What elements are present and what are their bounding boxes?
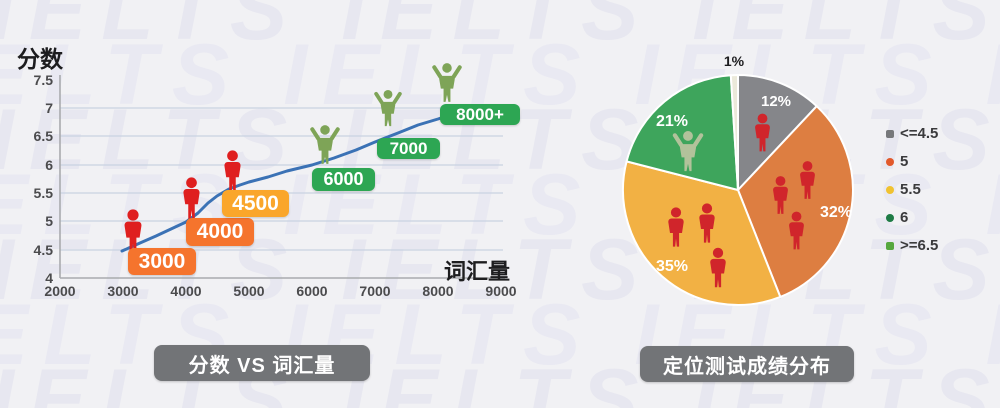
y-tick: 5 [45, 213, 53, 229]
person-icon [696, 203, 718, 243]
pie-label-35pct: 35% [655, 258, 689, 275]
person-icon [770, 175, 791, 215]
legend-item-5: 5 [886, 152, 938, 171]
legend-marker-green [886, 213, 894, 222]
legend-item-55: 5.5 [886, 180, 938, 199]
person-cheering-icon [310, 124, 340, 165]
pie-slice-gte65 [729, 73, 739, 191]
person-icon [180, 177, 203, 219]
legend-item-6: 6 [886, 208, 938, 227]
pie-legend: <=4.5 5 5.5 6 >=6.5 [886, 124, 938, 264]
person-cheering-icon [432, 62, 462, 103]
person-icon [121, 209, 145, 253]
legend-item-lte45: <=4.5 [886, 124, 938, 143]
axes [59, 75, 505, 279]
pie-label-32pct: 32% [819, 204, 853, 221]
y-tick: 7.5 [33, 72, 53, 88]
x-tick: 5000 [233, 283, 265, 299]
pie-slices [622, 73, 854, 306]
x-tick: 6000 [296, 283, 328, 299]
legend-marker-orange [886, 157, 894, 166]
x-tick: 2000 [44, 283, 76, 299]
pie-label-21pct: 21% [655, 113, 689, 130]
y-tick: 4.5 [33, 242, 53, 258]
person-icon [752, 113, 773, 152]
y-tick: 7 [45, 100, 53, 116]
y-axis-title: 分数 [17, 46, 63, 72]
pie-slice-6 [625, 74, 739, 191]
vocab-badge-8000plus: 8000+ [440, 104, 520, 125]
pie-slice-5 [737, 105, 854, 298]
person-icon [221, 150, 244, 192]
score-trend-line [120, 113, 452, 253]
person-icon [797, 160, 818, 200]
pie-label-1pct: 1% [723, 53, 745, 69]
x-tick: 8000 [422, 283, 454, 299]
y-tick: 6.5 [33, 128, 53, 144]
y-tick: 5.5 [33, 185, 53, 201]
person-cheering-icon [672, 130, 704, 172]
pie-label-12pct: 12% [760, 93, 792, 110]
vocab-badge-3000: 3000 [128, 248, 196, 275]
y-tick: 4 [45, 270, 53, 286]
legend-item-gte65: >=6.5 [886, 236, 938, 255]
line-chart-title: 分数 VS 词汇量 [154, 345, 370, 381]
pie-slice-lte45 [737, 74, 818, 191]
x-tick: 3000 [107, 283, 139, 299]
person-icon [786, 211, 807, 250]
legend-marker-lightgreen [886, 241, 894, 250]
person-icon [665, 207, 687, 247]
vocab-badge-7000: 7000 [377, 138, 440, 159]
vocab-badge-4500: 4500 [222, 190, 289, 217]
pie-slice-55 [622, 160, 782, 306]
vocab-badge-4000: 4000 [186, 218, 254, 246]
vocab-badge-6000: 6000 [312, 168, 375, 191]
legend-marker-yellow [886, 185, 894, 194]
x-tick: 7000 [359, 283, 391, 299]
person-cheering-icon [374, 89, 402, 127]
pie-chart-title: 定位测试成绩分布 [640, 346, 854, 382]
y-tick: 6 [45, 157, 53, 173]
x-axis-title: 词汇量 [443, 259, 510, 284]
person-icon [707, 247, 729, 288]
x-tick: 4000 [170, 283, 202, 299]
x-tick: 9000 [485, 283, 517, 299]
legend-marker-gray [886, 129, 894, 138]
